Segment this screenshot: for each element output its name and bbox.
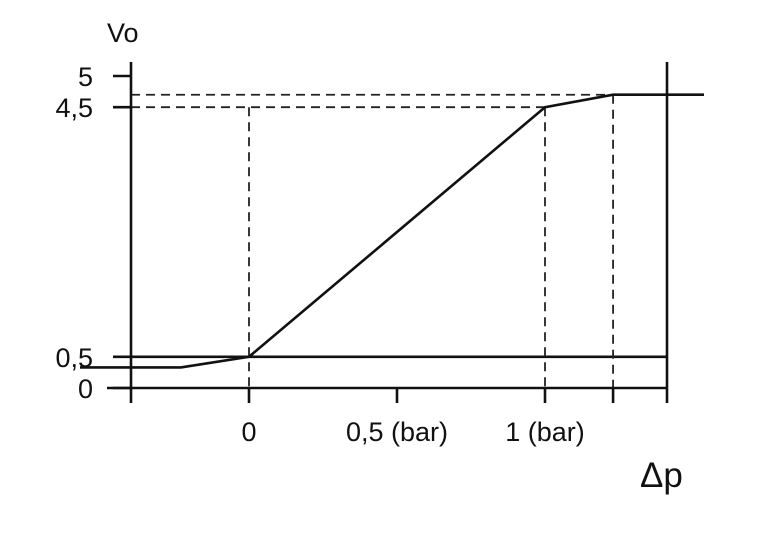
y-axis-title: Vo — [107, 18, 139, 48]
y-tick-label-2: 4,5 — [55, 93, 93, 123]
y-tick-label-0: 0 — [78, 374, 93, 404]
y-tick-label-1: 0,5 — [55, 343, 93, 373]
x-tick-label-2: 1 (bar) — [505, 417, 585, 447]
x-axis-title: Δp — [640, 456, 683, 495]
series-line-0 — [80, 93, 704, 369]
x-tick-label-0: 0 — [241, 417, 256, 447]
x-tick-label-1: 0,5 (bar) — [346, 417, 448, 447]
series-group — [80, 93, 704, 369]
y-tick-label-3: 5 — [78, 62, 93, 92]
reference-lines — [131, 93, 667, 388]
axes — [107, 62, 669, 403]
tick-labels: 00,54,550 0,5 (bar) 1 (bar) — [55, 62, 584, 447]
